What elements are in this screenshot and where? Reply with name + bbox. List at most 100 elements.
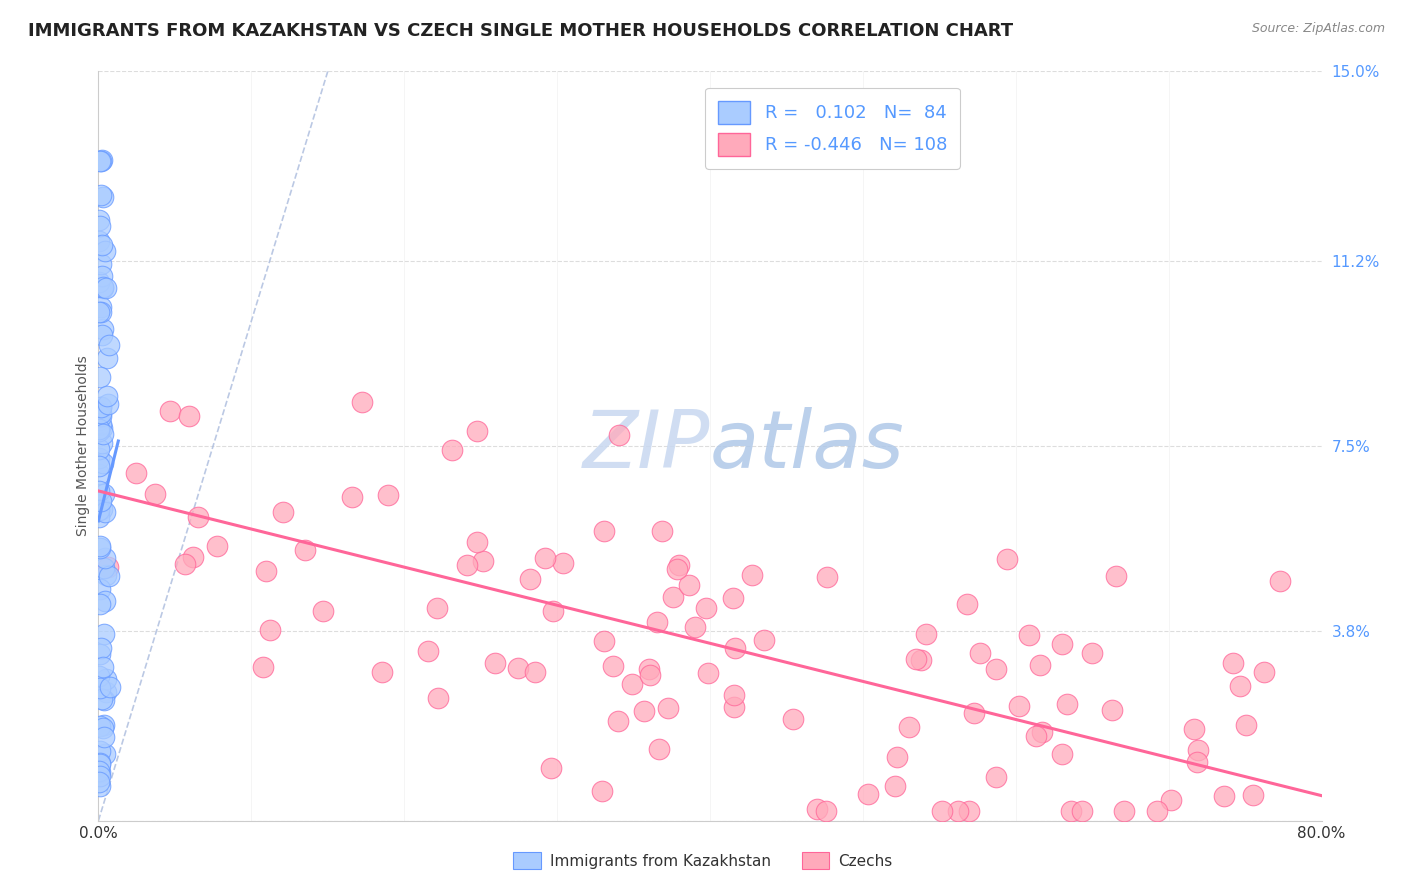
Point [89,647,111,661]
Point [91,237,114,252]
Point [1253,665,1275,679]
Point [884,779,907,793]
Point [1070,804,1092,818]
Point [90,417,112,431]
Point [294,543,316,558]
Point [1229,679,1251,693]
Point [91,190,114,204]
Point [90,494,112,508]
Point [89,459,111,474]
Point [553,556,575,570]
Point [508,661,530,675]
Point [89,153,111,168]
Point [87,275,110,289]
Point [90,436,112,450]
Point [89,234,111,248]
Point [93,718,115,732]
Point [721,591,744,606]
Point [91,660,114,674]
Point [645,615,668,629]
Point [593,634,616,648]
Point [1029,657,1052,672]
Point [89,597,111,611]
Point [602,659,624,673]
Point [89,779,111,793]
Point [540,761,562,775]
Point [456,558,478,573]
Point [89,719,111,733]
Point [723,700,745,714]
Point [87,213,110,227]
Point [143,487,166,501]
Point [593,524,616,538]
Point [1182,723,1205,737]
Point [259,623,281,637]
Point [93,747,115,761]
Point [96,389,118,403]
Point [89,408,111,422]
Point [1052,747,1074,761]
Point [986,770,1008,784]
Point [1050,637,1073,651]
Point [87,483,110,498]
Point [89,769,111,783]
Point [98,680,121,694]
Point [741,568,763,582]
Point [91,322,114,336]
Point [678,578,700,592]
Point [662,590,685,604]
Point [683,620,706,634]
Point [89,669,111,683]
Point [90,400,112,414]
Point [174,557,197,571]
Point [89,539,111,553]
Point [782,712,804,726]
Point [806,802,828,816]
Point [93,693,115,707]
Point [886,749,908,764]
Point [910,653,932,667]
Point [465,535,488,549]
Point [94,594,117,608]
Point [1105,569,1128,583]
Point [1187,743,1209,757]
Point [484,656,506,670]
Point [89,541,111,555]
Point [1114,804,1136,818]
Point [621,677,644,691]
Point [91,280,114,294]
Legend: R =   0.102   N=  84, R = -0.446   N= 108: R = 0.102 N= 84, R = -0.446 N= 108 [704,88,960,169]
Point [90,406,112,420]
Point [179,409,201,424]
Point [89,442,111,457]
Point [1236,718,1258,732]
Point [90,502,112,516]
Point [648,742,671,756]
Point [90,409,112,424]
Point [427,691,450,706]
Point [1056,698,1078,712]
Point [90,641,112,656]
Point [91,721,114,735]
Point [1018,628,1040,642]
Point [754,632,776,647]
Point [90,300,112,314]
Point [91,281,114,295]
Point [87,451,110,466]
Point [956,597,979,611]
Point [89,510,111,524]
Point [1081,646,1104,660]
Point [638,667,661,681]
Point [94,568,117,582]
Point [94,244,117,259]
Y-axis label: Single Mother Households: Single Mother Households [76,356,90,536]
Point [90,153,112,167]
Point [89,582,111,596]
Point [87,423,110,437]
Point [93,627,115,641]
Point [959,804,981,818]
Point [1008,699,1031,714]
Point [591,784,613,798]
Point [96,685,118,699]
Point [87,467,110,482]
